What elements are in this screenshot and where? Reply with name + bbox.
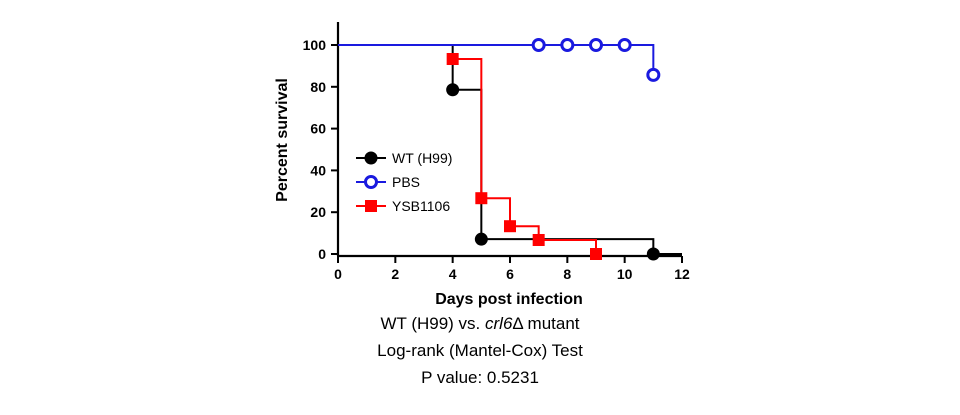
data-point-wt-h99 [646,247,660,261]
data-point-ysb1106 [532,233,545,246]
data-point-ysb1106 [446,53,459,66]
y-tick-label: 40 [310,162,326,178]
legend-item-pbs: PBS [356,174,420,190]
x-ticks: 0 2 4 6 8 10 12 [334,256,690,282]
caption-gene-name: crl6 [485,314,513,333]
data-point-ysb1106 [504,220,516,233]
y-tick-label: 60 [310,121,326,137]
legend-label: WT (H99) [392,150,452,166]
data-point-wt-h99 [446,83,460,97]
data-point-pbs [531,38,546,52]
data-point-ysb1106 [590,248,602,260]
series-layer [338,38,682,261]
x-tick-label: 2 [391,266,399,282]
legend: WT (H99) PBS YSB1106 [356,150,452,214]
y-tick-label: 20 [310,204,326,220]
legend-item-wt-h99: WT (H99) [356,150,452,166]
caption-p-value: P value: 0.5231 [421,368,539,387]
data-point-pbs [617,38,632,52]
data-point-ysb1106 [475,192,488,205]
legend-label: PBS [392,174,420,190]
caption-line-1: WT (H99) vs. crl6Δ mutant [0,314,960,334]
y-tick-label: 0 [318,246,326,262]
x-axis-title: Days post infection [435,291,583,308]
x-tick-label: 10 [617,266,633,282]
caption-comparison-suffix: Δ mutant [512,314,580,333]
legend-label: YSB1106 [392,198,450,214]
series-markers-wt-h99 [446,83,660,261]
x-tick-label: 0 [334,266,342,282]
y-tick-label: 80 [310,79,326,95]
caption-comparison-prefix: WT (H99) vs. [380,314,485,333]
series-line-ysb1106 [452,58,597,254]
data-point-pbs [560,38,575,52]
data-point-wt-h99 [474,232,488,246]
series-pbs [338,44,655,75]
data-point-pbs [646,67,661,82]
data-point-pbs [589,38,603,52]
y-axis-title: Percent survival [274,78,291,202]
caption-test-name: Log-rank (Mantel-Cox) Test [377,341,583,360]
x-tick-label: 4 [449,266,457,282]
y-ticks: 0 20 40 60 80 100 [303,37,338,262]
legend-marker [364,151,378,165]
series-ysb1106 [452,58,597,254]
x-tick-label: 6 [506,266,514,282]
x-tick-label: 8 [563,266,571,282]
series-markers-pbs [531,38,661,82]
legend-marker [365,200,377,212]
series-markers-ysb1106 [446,53,602,260]
y-tick-label: 100 [303,37,327,53]
legend-item-ysb1106: YSB1106 [356,198,450,214]
series-line-pbs [338,44,655,75]
x-tick-label: 12 [674,266,690,282]
legend-marker [364,175,378,189]
